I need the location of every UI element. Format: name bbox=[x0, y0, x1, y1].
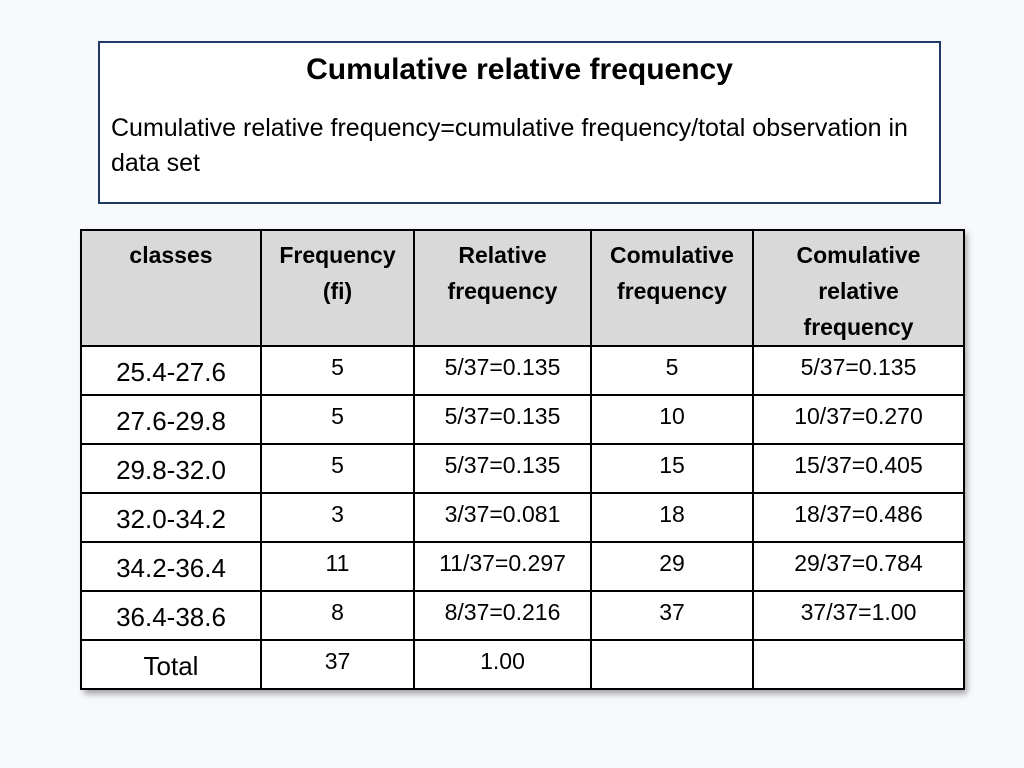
frequency-cell: 5 bbox=[260, 443, 415, 494]
relative-frequency-cell: 3/37=0.081 bbox=[413, 492, 592, 543]
header-frequency: Frequency (fi) bbox=[260, 229, 415, 347]
table-row: 36.4-38.6 8 8/37=0.216 37 37/37=1.00 bbox=[80, 590, 965, 641]
header-cumulative-line2: frequency bbox=[617, 278, 727, 304]
header-classes: classes bbox=[80, 229, 262, 347]
header-cumulative-frequency: Comulative frequency bbox=[590, 229, 754, 347]
cumulative-relative-frequency-cell: 5/37=0.135 bbox=[752, 345, 965, 396]
cumulative-relative-frequency-cell: 10/37=0.270 bbox=[752, 394, 965, 445]
header-cumulative-relative-frequency: Comulative relative frequency bbox=[752, 229, 965, 347]
frequency-table: classes Frequency (fi) Relative frequenc… bbox=[80, 229, 965, 690]
class-cell: 36.4-38.6 bbox=[80, 590, 262, 641]
table-header-row: classes Frequency (fi) Relative frequenc… bbox=[80, 229, 965, 347]
header-cumulative-line1: Comulative bbox=[610, 242, 734, 268]
cumulative-relative-frequency-cell: 15/37=0.405 bbox=[752, 443, 965, 494]
frequency-cell: 11 bbox=[260, 541, 415, 592]
header-relative-frequency: Relative frequency bbox=[413, 229, 592, 347]
class-cell: 34.2-36.4 bbox=[80, 541, 262, 592]
frequency-cell: 5 bbox=[260, 394, 415, 445]
header-cum-relative-line1: Comulative bbox=[796, 242, 921, 268]
total-cumulative-frequency-cell bbox=[590, 639, 754, 690]
header-classes-label: classes bbox=[129, 242, 213, 268]
slide-title: Cumulative relative frequency bbox=[306, 53, 733, 86]
cumulative-frequency-cell: 5 bbox=[590, 345, 754, 396]
header-frequency-line1: Frequency bbox=[279, 242, 396, 268]
relative-frequency-cell: 5/37=0.135 bbox=[413, 345, 592, 396]
class-cell: 32.0-34.2 bbox=[80, 492, 262, 543]
total-relative-frequency-cell: 1.00 bbox=[413, 639, 592, 690]
frequency-cell: 8 bbox=[260, 590, 415, 641]
relative-frequency-cell: 11/37=0.297 bbox=[413, 541, 592, 592]
cumulative-relative-frequency-cell: 29/37=0.784 bbox=[752, 541, 965, 592]
cumulative-frequency-cell: 15 bbox=[590, 443, 754, 494]
table-row: 34.2-36.4 11 11/37=0.297 29 29/37=0.784 bbox=[80, 541, 965, 592]
frequency-cell: 5 bbox=[260, 345, 415, 396]
total-label-cell: Total bbox=[80, 639, 262, 690]
class-cell: 29.8-32.0 bbox=[80, 443, 262, 494]
cumulative-relative-frequency-cell: 37/37=1.00 bbox=[752, 590, 965, 641]
table-row: 25.4-27.6 5 5/37=0.135 5 5/37=0.135 bbox=[80, 345, 965, 396]
relative-frequency-cell: 8/37=0.216 bbox=[413, 590, 592, 641]
table-row: 32.0-34.2 3 3/37=0.081 18 18/37=0.486 bbox=[80, 492, 965, 543]
class-cell: 27.6-29.8 bbox=[80, 394, 262, 445]
relative-frequency-cell: 5/37=0.135 bbox=[413, 394, 592, 445]
table-row: 29.8-32.0 5 5/37=0.135 15 15/37=0.405 bbox=[80, 443, 965, 494]
cumulative-frequency-cell: 10 bbox=[590, 394, 754, 445]
header-cum-relative-line2: relative bbox=[818, 278, 899, 304]
total-cumulative-relative-frequency-cell bbox=[752, 639, 965, 690]
frequency-cell: 3 bbox=[260, 492, 415, 543]
cumulative-frequency-cell: 29 bbox=[590, 541, 754, 592]
header-cum-relative-line3: frequency bbox=[803, 314, 914, 340]
frequency-table-container: classes Frequency (fi) Relative frequenc… bbox=[80, 229, 965, 690]
definition-text: Cumulative relative frequency=cumulative… bbox=[111, 114, 908, 177]
table-row: 27.6-29.8 5 5/37=0.135 10 10/37=0.270 bbox=[80, 394, 965, 445]
total-frequency-cell: 37 bbox=[260, 639, 415, 690]
header-relative-line2: frequency bbox=[447, 278, 558, 304]
relative-frequency-cell: 5/37=0.135 bbox=[413, 443, 592, 494]
cumulative-frequency-cell: 37 bbox=[590, 590, 754, 641]
total-row: Total 37 1.00 bbox=[80, 639, 965, 690]
definition-box: Cumulative relative frequency Cumulative… bbox=[98, 41, 941, 204]
class-cell: 25.4-27.6 bbox=[80, 345, 262, 396]
header-relative-line1: Relative bbox=[458, 242, 547, 268]
cumulative-frequency-cell: 18 bbox=[590, 492, 754, 543]
cumulative-relative-frequency-cell: 18/37=0.486 bbox=[752, 492, 965, 543]
header-frequency-line2: (fi) bbox=[322, 278, 353, 304]
